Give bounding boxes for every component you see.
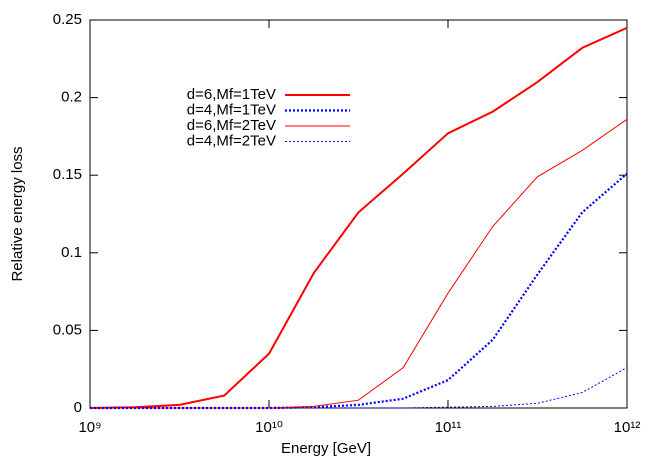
series-line xyxy=(90,367,628,409)
y-axis-label: Relative energy loss xyxy=(9,146,26,281)
y-tick-label: 0.05 xyxy=(53,321,82,338)
x-tick-label: 10¹¹ xyxy=(435,419,462,436)
y-tick-label: 0 xyxy=(74,399,82,416)
y-tick-label: 0.1 xyxy=(61,244,82,261)
x-tick-label: 10¹⁰ xyxy=(255,419,283,436)
x-tick-label: 10¹² xyxy=(614,419,641,436)
x-axis-label: Energy [GeV] xyxy=(281,440,371,457)
series-line xyxy=(90,118,628,409)
series-line xyxy=(89,26,628,409)
series-line xyxy=(90,172,628,410)
legend-label: d=4,Mf=2TeV xyxy=(187,132,276,149)
plot-frame xyxy=(89,19,628,409)
legend-label: d=6,Mf=2TeV xyxy=(187,117,276,134)
y-tick-label: 0.15 xyxy=(53,166,82,183)
y-tick-label: 0.25 xyxy=(53,11,82,28)
legend-label: d=4,Mf=1TeV xyxy=(187,101,276,118)
legend-label: d=6,Mf=1TeV xyxy=(187,86,276,103)
x-tick-label: 10⁹ xyxy=(78,419,101,436)
y-tick-label: 0.2 xyxy=(61,89,82,106)
